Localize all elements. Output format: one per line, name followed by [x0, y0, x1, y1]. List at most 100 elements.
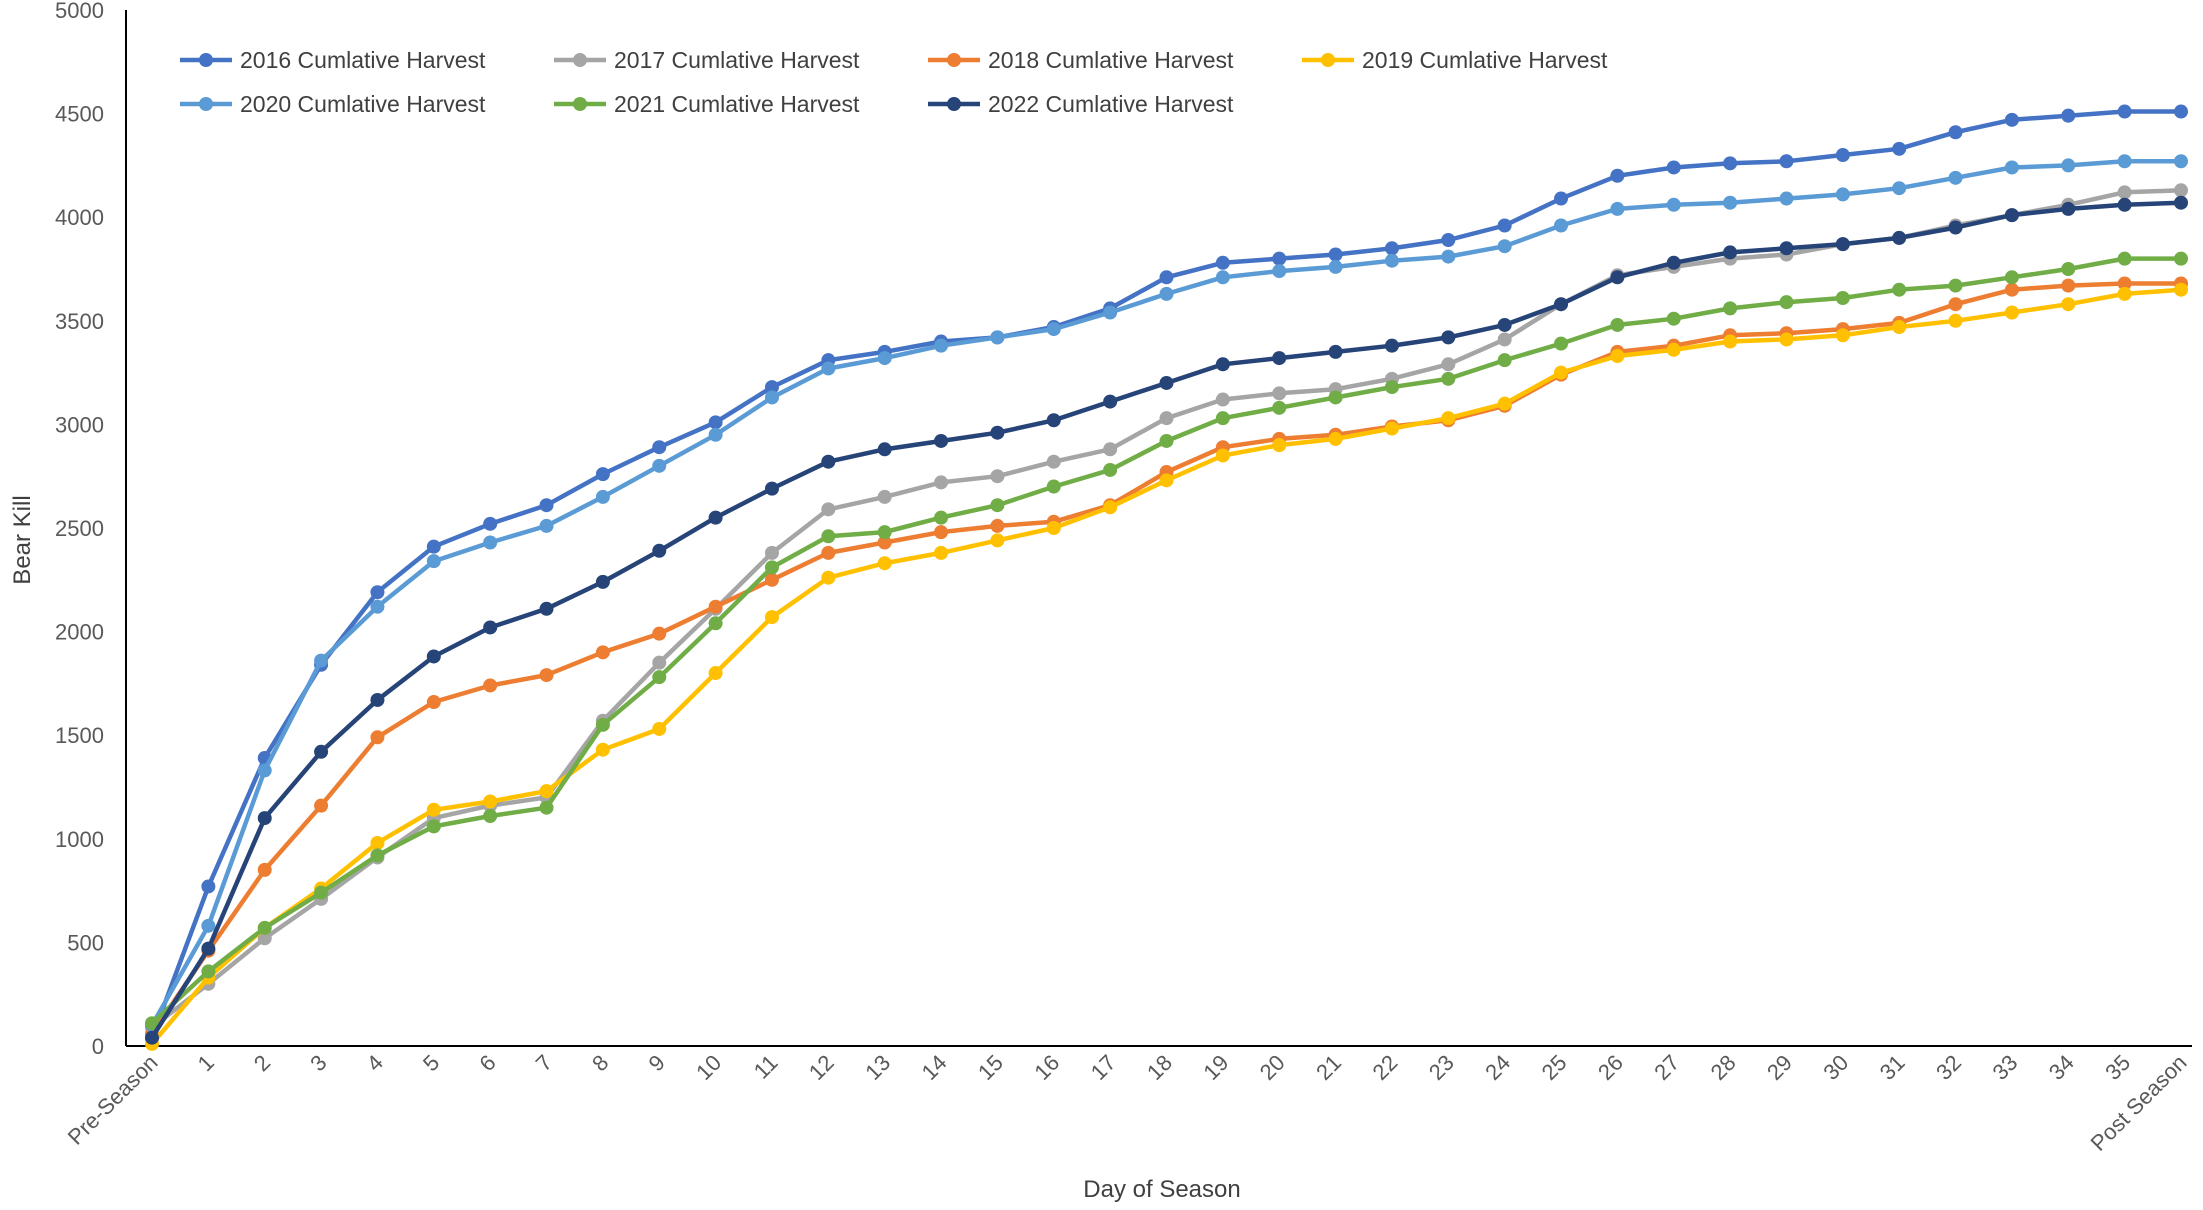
data-point — [1497, 239, 1512, 254]
data-point — [2117, 276, 2132, 291]
data-point — [1666, 342, 1681, 357]
data-point — [652, 458, 667, 473]
axes — [125, 10, 2192, 1047]
legend-item: 2022 Cumlative Harvest — [928, 91, 1234, 117]
data-point — [990, 425, 1005, 440]
data-point — [821, 529, 836, 544]
data-point — [652, 670, 667, 685]
x-tick-label: 26 — [1593, 1050, 1628, 1085]
legend-swatch-marker — [573, 97, 587, 111]
data-point — [1779, 154, 1794, 169]
data-point — [1554, 365, 1569, 380]
series-line — [149, 287, 2184, 1047]
data-point — [2117, 251, 2132, 266]
series-line — [149, 256, 2184, 1026]
x-tick-label: 4 — [362, 1050, 388, 1076]
legend-item: 2020 Cumlative Harvest — [180, 91, 486, 117]
y-axis-title: Bear Kill — [9, 495, 36, 584]
series-2 — [145, 183, 2188, 1035]
x-tick-label: 16 — [1029, 1050, 1064, 1085]
legend-label: 2017 Cumlative Harvest — [614, 47, 860, 73]
data-point — [1779, 191, 1794, 206]
data-point — [314, 885, 329, 900]
data-point — [1779, 332, 1794, 347]
x-tick-label: 7 — [531, 1050, 557, 1076]
x-tick-label: 2 — [249, 1050, 275, 1076]
x-tick-label: 18 — [1142, 1050, 1177, 1085]
data-point — [934, 545, 949, 560]
data-point — [1103, 305, 1118, 320]
data-point — [426, 802, 441, 817]
data-point — [2061, 201, 2076, 216]
data-point — [1103, 394, 1118, 409]
data-point — [877, 525, 892, 540]
data-point — [877, 556, 892, 571]
x-tick-label: 35 — [2100, 1050, 2135, 1085]
legend-swatch-marker — [1321, 53, 1335, 67]
data-point — [877, 351, 892, 366]
data-point — [934, 510, 949, 525]
y-tick-label: 3000 — [55, 412, 104, 437]
data-point — [877, 489, 892, 504]
data-point — [1384, 421, 1399, 436]
data-point — [1441, 357, 1456, 372]
data-point — [426, 695, 441, 710]
data-point — [483, 535, 498, 550]
data-point — [1384, 253, 1399, 268]
data-point — [1441, 330, 1456, 345]
data-point — [764, 481, 779, 496]
data-point — [1159, 433, 1174, 448]
data-point — [1272, 386, 1287, 401]
data-point — [708, 415, 723, 430]
data-point — [1159, 473, 1174, 488]
x-tick-label: 9 — [643, 1050, 669, 1076]
data-point — [2117, 185, 2132, 200]
data-point — [2117, 197, 2132, 212]
data-point — [1328, 390, 1343, 405]
data-point — [652, 655, 667, 670]
data-point — [1384, 241, 1399, 256]
x-tick-label: 15 — [973, 1050, 1008, 1085]
data-point — [2117, 154, 2132, 169]
data-point — [1610, 349, 1625, 364]
legend-swatch-marker — [199, 97, 213, 111]
data-point — [1723, 301, 1738, 316]
x-tick-label: 23 — [1424, 1050, 1459, 1085]
y-tick-label: 2000 — [55, 620, 104, 645]
series-line — [149, 188, 2184, 1030]
data-point — [708, 666, 723, 681]
x-tick-label: 20 — [1255, 1050, 1290, 1085]
y-tick-label: 500 — [67, 930, 104, 955]
data-point — [652, 440, 667, 455]
data-point — [1948, 313, 1963, 328]
legend-item: 2017 Cumlative Harvest — [554, 47, 860, 73]
data-point — [1835, 237, 1850, 252]
data-point — [1441, 371, 1456, 386]
data-point — [1723, 245, 1738, 260]
data-point — [821, 545, 836, 560]
data-point — [539, 784, 554, 799]
data-point — [764, 572, 779, 587]
legend-label: 2021 Cumlative Harvest — [614, 91, 860, 117]
y-tick-label: 1500 — [55, 723, 104, 748]
data-point — [1215, 448, 1230, 463]
data-point — [2061, 278, 2076, 293]
data-point — [934, 525, 949, 540]
data-point — [990, 469, 1005, 484]
data-point — [595, 742, 610, 757]
data-point — [990, 330, 1005, 345]
data-point — [1779, 295, 1794, 310]
data-point — [483, 794, 498, 809]
series-line — [149, 109, 2184, 1040]
series-4 — [145, 282, 2188, 1051]
data-point — [539, 518, 554, 533]
data-point — [145, 1030, 159, 1045]
data-point — [1441, 411, 1456, 426]
x-tick-label: 27 — [1649, 1050, 1684, 1085]
x-tick-label: 29 — [1762, 1050, 1797, 1085]
data-point — [1328, 431, 1343, 446]
data-point — [2004, 270, 2019, 285]
data-point — [1046, 479, 1061, 494]
data-point — [1384, 338, 1399, 353]
data-point — [1103, 442, 1118, 457]
